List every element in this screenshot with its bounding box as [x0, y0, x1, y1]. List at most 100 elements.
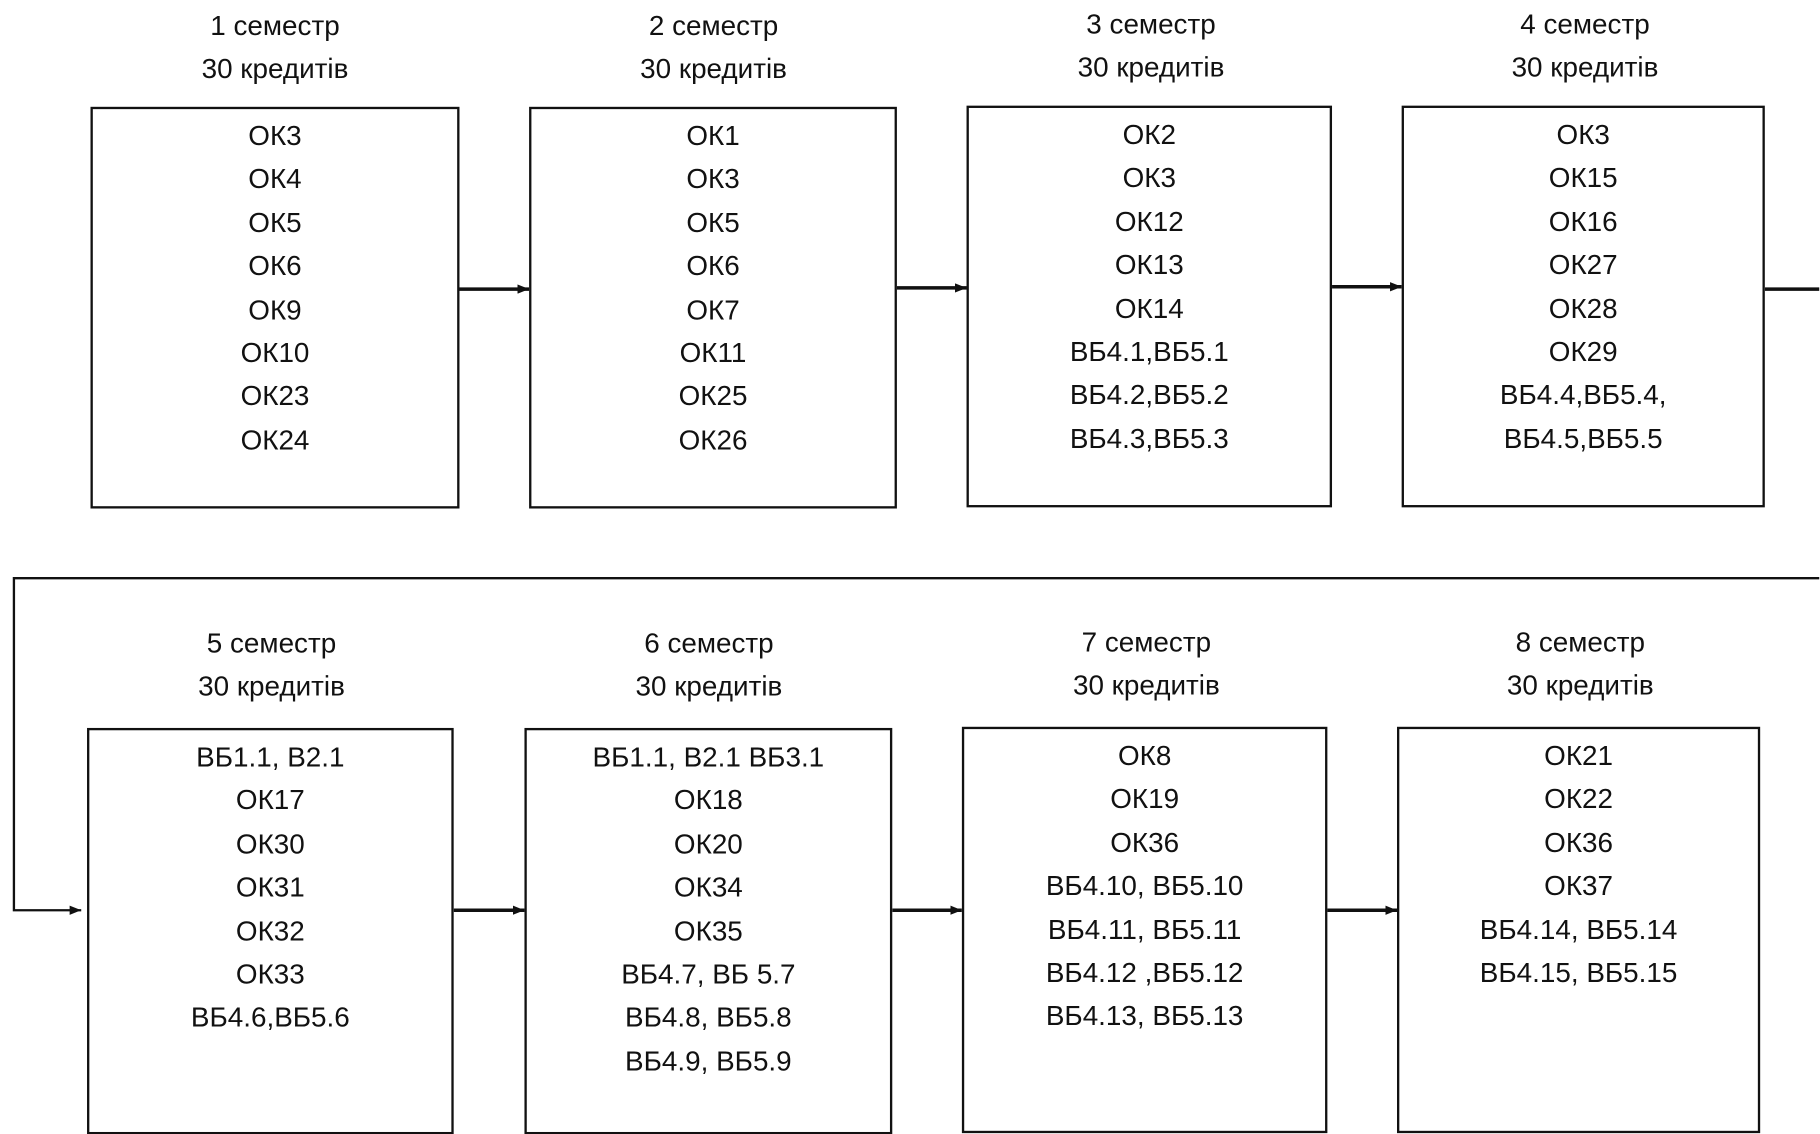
course-item: ОК29	[1548, 336, 1618, 369]
semester-3-credits: 30 кредитів	[1077, 52, 1225, 84]
course-item: ОК37	[1544, 871, 1614, 903]
course-item: ОК16	[1548, 206, 1618, 238]
course-item: ВБ4.14, ВБ5.14	[1479, 914, 1678, 946]
course-item: ОК17	[235, 785, 305, 817]
semester-4-credits: 30 кредитів	[1511, 52, 1659, 84]
course-item: ОК18	[673, 785, 743, 817]
course-item: ОК8	[1117, 740, 1172, 773]
course-item: ОК23	[240, 381, 310, 413]
course-item: ВБ4.1,ВБ5.1	[1069, 336, 1229, 369]
semester-6-name: 6 семестр	[644, 628, 774, 660]
course-item: ОК25	[678, 381, 748, 413]
course-item: ВБ4.4,ВБ5.4,	[1499, 380, 1667, 412]
semester-6-header: 6 семестр 30 кредитів	[523, 622, 894, 708]
semester-2-name: 2 семестр	[648, 10, 779, 42]
course-item: ВБ4.7, ВБ 5.7	[621, 959, 796, 991]
course-item: ОК24	[240, 424, 310, 457]
course-item: ОК3	[1122, 163, 1176, 195]
course-item: ОК32	[235, 915, 305, 947]
semester-1-header: 1 семестр 30 кредитів	[89, 5, 460, 91]
course-item: ВБ4.6,ВБ5.6	[190, 1002, 350, 1034]
semester-7-box: ОК8 ОК19 ОК36 ВБ4.10, ВБ5.10 ВБ4.11, ВБ5…	[961, 726, 1328, 1134]
semester-4-name: 4 семестр	[1520, 9, 1650, 41]
semester-8-box: ОК21 ОК22 ОК36 ОК37 ВБ4.14, ВБ5.14 ВБ4.1…	[1397, 726, 1761, 1134]
course-item: ОК1	[686, 120, 740, 153]
semester-3-name: 3 семестр	[1086, 9, 1216, 41]
course-item: ОК34	[673, 872, 743, 904]
course-item: ОК3	[248, 120, 302, 153]
semester-1-name: 1 семестр	[210, 10, 340, 42]
course-item: ОК28	[1548, 293, 1618, 325]
course-item: ОК36	[1110, 827, 1180, 859]
course-item: ВБ1.1, В2.1	[196, 741, 345, 774]
semester-2-credits: 30 кредитів	[640, 53, 787, 85]
course-item: ОК2	[1122, 119, 1176, 151]
course-item: ОК19	[1110, 784, 1180, 816]
course-item: ОК4	[248, 164, 302, 196]
semester-8-header: 8 семестр 30 кредитів	[1395, 621, 1766, 707]
semester-1-credits: 30 кредитів	[201, 53, 349, 85]
semester-5-header: 5 семестр 30 кредитів	[86, 622, 457, 708]
course-item: ОК13	[1114, 249, 1184, 282]
semester-6-box: ВБ1.1, В2.1 ВБ3.1 ОК18 ОК20 ОК34 ОК35 ВБ…	[524, 727, 893, 1134]
course-item: ВБ4.11, ВБ5.11	[1047, 914, 1242, 946]
course-item: ОК3	[686, 164, 740, 196]
semester-6-credits: 30 кредитів	[635, 671, 783, 703]
semester-5-name: 5 семестр	[206, 628, 337, 660]
semester-2-box: ОК1 ОК3 ОК5 ОК6 ОК7 ОК11 ОК25 ОК26	[529, 106, 897, 509]
semester-3-items: ОК2 ОК3 ОК12 ОК13 ОК14 ВБ4.1,ВБ5.1 ВБ4.2…	[969, 108, 1330, 461]
semester-5-credits: 30 кредитів	[198, 671, 345, 703]
course-item: ВБ4.8, ВБ5.8	[625, 1002, 792, 1034]
semester-7-items: ОК8 ОК19 ОК36 ВБ4.10, ВБ5.10 ВБ4.11, ВБ5…	[964, 729, 1325, 1039]
course-item: ОК12	[1114, 206, 1184, 238]
semester-3-header: 3 семестр 30 кредитів	[965, 3, 1336, 89]
course-item: ОК33	[235, 959, 305, 991]
course-item: ОК5	[248, 207, 302, 239]
course-item: ОК21	[1544, 740, 1614, 773]
course-item: ВБ4.13, ВБ5.13	[1045, 1001, 1244, 1033]
semester-5-box: ВБ1.1, В2.1 ОК17 ОК30 ОК31 ОК32 ОК33 ВБ4…	[87, 727, 454, 1134]
course-item: ВБ1.1, В2.1 ВБ3.1	[592, 741, 825, 774]
semester-6-items: ВБ1.1, В2.1 ВБ3.1 ОК18 ОК20 ОК34 ОК35 ВБ…	[527, 730, 890, 1083]
course-item: ОК6	[248, 251, 302, 283]
semester-1-items: ОК3 ОК4 ОК5 ОК6 ОК9 ОК10 ОК23 ОК24	[93, 109, 457, 462]
course-item: ОК6	[686, 251, 740, 283]
semester-2-header: 2 семестр 30 кредитів	[528, 5, 899, 91]
semester-4-header: 4 семестр 30 кредитів	[1399, 3, 1770, 89]
course-item: ОК7	[686, 294, 740, 326]
semester-7-name: 7 семестр	[1081, 626, 1212, 659]
course-item: ВБ4.3,ВБ5.3	[1069, 423, 1229, 455]
semester-7-header: 7 семестр 30 кредитів	[961, 621, 1332, 707]
course-item: ВБ4.10, ВБ5.10	[1045, 871, 1244, 903]
course-item: ВБ4.9, ВБ5.9	[625, 1045, 792, 1078]
course-item: ОК36	[1544, 827, 1614, 859]
course-item: ОК9	[248, 294, 302, 326]
course-item: ОК5	[686, 207, 740, 239]
course-item: ОК3	[1556, 119, 1610, 151]
semester-7-credits: 30 кредитів	[1072, 669, 1220, 702]
semester-1-box: ОК3 ОК4 ОК5 ОК6 ОК9 ОК10 ОК23 ОК24	[90, 106, 460, 509]
semester-3-box: ОК2 ОК3 ОК12 ОК13 ОК14 ВБ4.1,ВБ5.1 ВБ4.2…	[966, 105, 1333, 508]
course-item: ВБ4.5,ВБ5.5	[1503, 423, 1663, 455]
semester-4-items: ОК3 ОК15 ОК16 ОК27 ОК28 ОК29 ВБ4.4,ВБ5.4…	[1404, 108, 1763, 461]
course-item: ОК15	[1548, 163, 1618, 195]
course-item: ОК22	[1544, 784, 1614, 816]
course-item: ОК31	[235, 872, 305, 904]
semester-2-items: ОК1 ОК3 ОК5 ОК6 ОК7 ОК11 ОК25 ОК26	[531, 109, 894, 462]
course-item: ВБ4.15, ВБ5.15	[1479, 957, 1678, 990]
semester-8-items: ОК21 ОК22 ОК36 ОК37 ВБ4.14, ВБ5.14 ВБ4.1…	[1399, 729, 1758, 995]
course-item: ОК20	[673, 828, 743, 861]
course-item: ОК26	[678, 424, 748, 457]
semester-5-items: ВБ1.1, В2.1 ОК17 ОК30 ОК31 ОК32 ОК33 ВБ4…	[89, 730, 451, 1040]
course-item: ОК27	[1548, 249, 1618, 282]
course-item: ОК14	[1114, 293, 1184, 325]
course-item: ВБ4.2,ВБ5.2	[1069, 380, 1229, 412]
connector-wrap-line	[12, 577, 1820, 915]
course-item: ОК30	[235, 828, 305, 861]
semester-4-box: ОК3 ОК15 ОК16 ОК27 ОК28 ОК29 ВБ4.4,ВБ5.4…	[1401, 105, 1765, 508]
course-item: ОК10	[240, 337, 310, 370]
course-item: ОК11	[679, 337, 747, 370]
semester-8-credits: 30 кредитів	[1506, 669, 1654, 702]
